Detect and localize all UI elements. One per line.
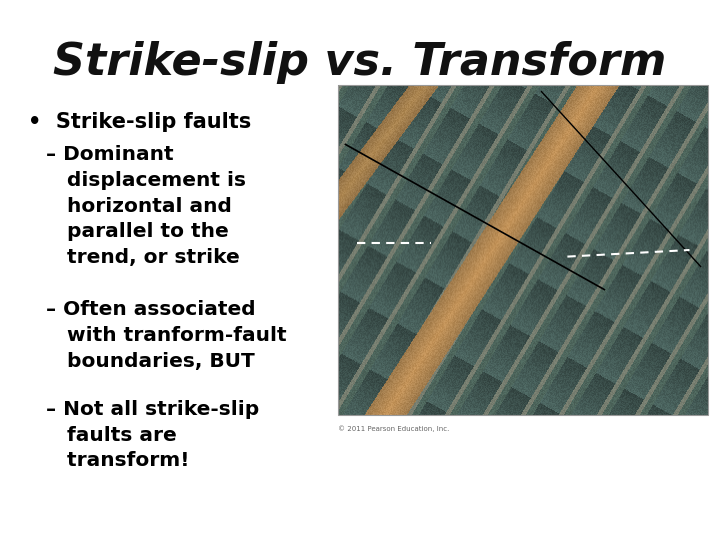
Text: – Dominant
   displacement is
   horizontal and
   parallel to the
   trend, or : – Dominant displacement is horizontal an…	[46, 145, 246, 267]
Text: – Often associated
   with tranform-fault
   boundaries, BUT: – Often associated with tranform-fault b…	[46, 300, 287, 370]
Text: © 2011 Pearson Education, Inc.: © 2011 Pearson Education, Inc.	[338, 425, 449, 431]
Text: – Not all strike-slip
   faults are
   transform!: – Not all strike-slip faults are transfo…	[46, 400, 259, 470]
Text: Strike-slip vs. Transform: Strike-slip vs. Transform	[53, 40, 667, 84]
Text: •  Strike-slip faults: • Strike-slip faults	[28, 112, 251, 132]
